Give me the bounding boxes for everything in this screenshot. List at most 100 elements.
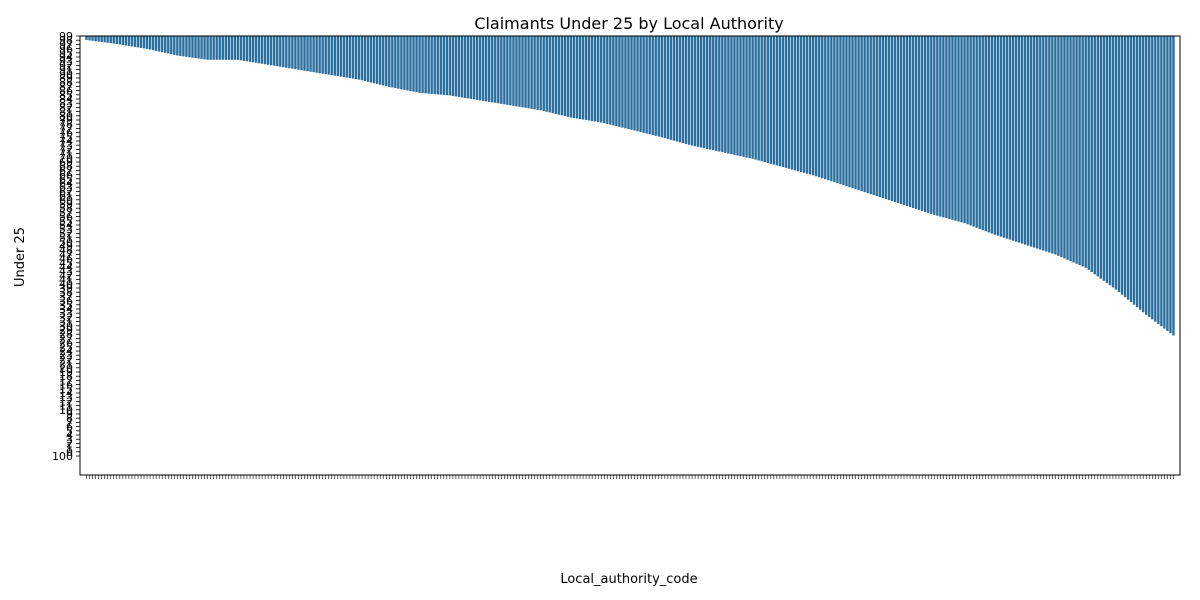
- y-tick-label: 76: [59, 127, 73, 140]
- bar: [297, 36, 300, 70]
- bar: [1069, 36, 1072, 262]
- bar: [969, 36, 972, 226]
- y-tick-label: 49: [59, 240, 73, 253]
- bar: [778, 36, 782, 167]
- bar: [663, 36, 667, 139]
- bar: [197, 36, 200, 59]
- bar: [808, 36, 812, 175]
- bar: [630, 36, 633, 130]
- bar: [860, 36, 863, 192]
- y-tick-label: 96: [59, 43, 73, 56]
- y-tick-label: 10: [59, 404, 73, 417]
- bar: [321, 36, 324, 74]
- bar: [536, 36, 539, 110]
- bar: [127, 36, 131, 46]
- y-tick-label: 43: [59, 265, 73, 278]
- bar: [251, 36, 255, 63]
- y-tick-label: 22: [59, 353, 73, 366]
- bar: [136, 36, 140, 48]
- y-tick-label: 74: [59, 135, 73, 148]
- y-tick-label: 99: [59, 30, 73, 43]
- bar: [1048, 36, 1051, 253]
- y-tick-label: 61: [59, 190, 73, 203]
- y-tick-label: 67: [59, 164, 73, 177]
- bar: [1166, 36, 1169, 331]
- y-tick-label: 92: [59, 59, 73, 72]
- bar: [693, 36, 697, 147]
- bar: [351, 36, 355, 79]
- bar: [1014, 36, 1018, 242]
- y-tick-label: 83: [59, 97, 73, 110]
- bar: [124, 36, 128, 46]
- bar: [1017, 36, 1021, 243]
- bar: [366, 36, 370, 82]
- bar: [263, 36, 267, 65]
- bar: [557, 36, 561, 115]
- bar: [936, 36, 939, 216]
- bar: [1102, 36, 1106, 281]
- bar: [833, 36, 836, 183]
- bar: [403, 36, 406, 90]
- bar: [581, 36, 585, 120]
- bar: [684, 36, 688, 144]
- bar: [781, 36, 785, 168]
- bar: [766, 36, 769, 163]
- bar: [539, 36, 542, 111]
- bar: [236, 36, 240, 60]
- bar: [242, 36, 246, 61]
- bar: [787, 36, 791, 169]
- bar: [475, 36, 479, 100]
- y-tick-label: 29: [59, 324, 73, 337]
- bar: [212, 36, 215, 60]
- bar: [1154, 36, 1157, 322]
- bar: [745, 36, 748, 158]
- bar: [978, 36, 981, 229]
- bar: [342, 36, 346, 78]
- bar: [733, 36, 736, 155]
- bar: [878, 36, 881, 198]
- bar: [1029, 36, 1033, 247]
- y-tick-label: 24: [59, 345, 73, 358]
- bar: [790, 36, 794, 170]
- bar: [851, 36, 854, 189]
- bar: [179, 36, 182, 56]
- bar: [518, 36, 521, 107]
- bar: [527, 36, 530, 109]
- bar: [563, 36, 567, 117]
- bar: [1138, 36, 1142, 310]
- bar: [512, 36, 515, 106]
- bar: [699, 36, 703, 148]
- bar: [572, 36, 576, 119]
- bar: [660, 36, 663, 138]
- bar: [784, 36, 788, 168]
- bar: [345, 36, 349, 78]
- bar: [209, 36, 212, 60]
- y-tick-label: 100: [52, 450, 73, 463]
- bar: [194, 36, 197, 59]
- bar: [1151, 36, 1154, 320]
- bar: [97, 36, 100, 42]
- y-tick-label: 68: [59, 160, 73, 173]
- bar: [551, 36, 554, 114]
- y-tick-label: 4: [66, 429, 73, 442]
- bar: [818, 36, 821, 178]
- bar: [560, 36, 564, 116]
- bar: [1160, 36, 1163, 327]
- bar: [494, 36, 497, 103]
- bar: [1111, 36, 1115, 288]
- y-tick-label: 94: [59, 51, 73, 64]
- bar: [890, 36, 894, 202]
- bar: [1045, 36, 1048, 252]
- bar: [1142, 36, 1145, 313]
- chart-title: Claimants Under 25 by Local Authority: [474, 14, 783, 33]
- bar: [1057, 36, 1060, 256]
- bar: [309, 36, 312, 72]
- bar: [612, 36, 615, 126]
- x-axis-label: Local_authority_code: [560, 572, 697, 587]
- y-tick-label: 44: [59, 261, 73, 274]
- y-ticks-group: 9998979695949392919089888786858483828180…: [52, 30, 80, 463]
- bar: [566, 36, 570, 117]
- bar: [990, 36, 994, 234]
- y-tick-label: 98: [59, 34, 73, 47]
- bar: [379, 36, 382, 85]
